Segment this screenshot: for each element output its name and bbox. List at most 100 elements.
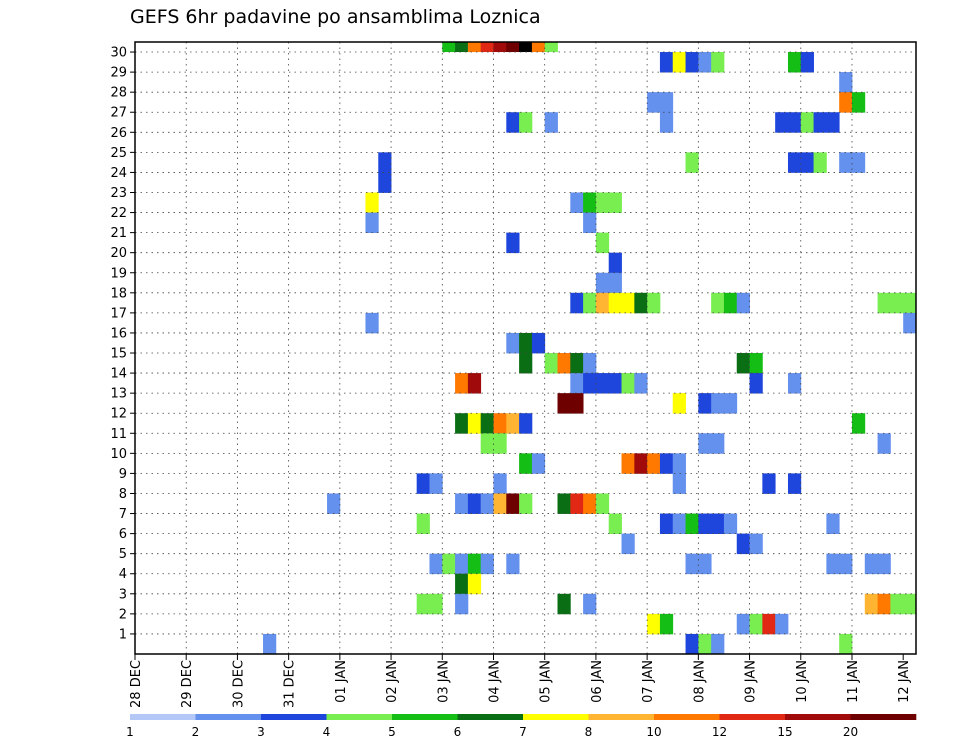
heatmap-cell	[672, 52, 686, 73]
legend-label: 20	[843, 725, 858, 739]
heatmap-cell	[787, 152, 802, 173]
legend-swatch	[326, 714, 393, 720]
heatmap-cell	[711, 292, 725, 314]
legend-label: 4	[323, 725, 331, 739]
chart-title: GEFS 6hr padavine po ansamblima Loznica	[130, 6, 541, 28]
x-tick-label: 02 JAN	[385, 660, 400, 703]
heatmap-cell	[519, 332, 533, 354]
heatmap-cell	[570, 353, 584, 374]
heatmap-cell	[903, 593, 917, 615]
heatmap-cell	[851, 152, 866, 173]
heatmap-cell	[775, 112, 789, 133]
x-tick-label: 12 JAN	[897, 660, 912, 703]
heatmap-cell	[736, 533, 750, 555]
heatmap-cell	[890, 292, 904, 314]
heatmap-cell	[621, 373, 635, 394]
heatmap-cell	[455, 573, 469, 595]
heatmap-cell	[787, 52, 802, 73]
heatmap-cell	[826, 513, 840, 535]
legend-label: 1	[126, 725, 134, 739]
y-tick-label: 19	[110, 266, 127, 281]
heatmap-cell	[467, 493, 482, 514]
y-tick-label: 16	[110, 326, 127, 341]
heatmap-cell	[455, 413, 469, 434]
y-tick-label: 28	[110, 86, 127, 101]
heatmap-cell	[672, 453, 686, 474]
heatmap-cell	[608, 513, 622, 535]
heatmap-cell	[378, 152, 392, 173]
heatmap-cell	[557, 493, 571, 514]
heatmap-cell	[711, 52, 725, 73]
x-tick-label: 30 DEC	[231, 660, 246, 708]
heatmap-cell	[672, 513, 686, 535]
y-tick-label: 26	[110, 126, 127, 141]
heatmap-cell	[455, 42, 469, 53]
heatmap-cell	[672, 393, 686, 414]
heatmap-cell	[736, 613, 750, 635]
heatmap-cell	[851, 92, 866, 113]
heatmap-cell	[583, 373, 597, 394]
x-tick-label: 04 JAN	[487, 660, 502, 703]
heatmap-cell	[519, 42, 533, 53]
heatmap-cell	[416, 473, 430, 494]
y-tick-label: 8	[119, 487, 127, 502]
heatmap-cell	[864, 553, 878, 575]
heatmap-cell	[429, 593, 443, 615]
heatmap-cell	[493, 433, 507, 454]
y-tick-label: 15	[110, 347, 127, 362]
heatmap-cell	[506, 232, 520, 254]
heatmap-cell	[698, 52, 712, 73]
heatmap-cell	[685, 553, 699, 575]
heatmap-cell	[519, 413, 533, 434]
y-tick-label: 25	[110, 146, 127, 161]
heatmap-cell	[659, 112, 674, 133]
heatmap-cell	[659, 513, 674, 535]
heatmap-cell	[327, 493, 341, 514]
legend-label: 5	[388, 725, 396, 739]
heatmap-cell	[455, 373, 469, 394]
y-tick-label: 30	[110, 46, 127, 61]
x-tick-label: 09 JAN	[744, 660, 759, 703]
heatmap-cell	[583, 192, 597, 213]
y-tick-label: 23	[110, 186, 127, 201]
heatmap-cell	[480, 42, 494, 53]
heatmap-cell	[595, 272, 610, 294]
y-tick-label: 7	[119, 507, 127, 522]
heatmap-cell	[775, 613, 789, 635]
y-tick-label: 3	[119, 587, 127, 602]
heatmap-cell	[736, 292, 750, 314]
heatmap-cell	[787, 473, 802, 494]
heatmap-cell	[877, 593, 891, 615]
heatmap-cell	[698, 513, 712, 535]
y-tick-label: 21	[110, 226, 127, 241]
x-tick-label: 31 DEC	[283, 660, 298, 708]
heatmap-cell	[519, 353, 533, 374]
heatmap-cell	[416, 593, 430, 615]
y-tick-label: 1	[119, 627, 127, 642]
heatmap-cell	[531, 332, 546, 354]
heatmap-cell	[506, 42, 520, 53]
y-tick-label: 2	[119, 607, 127, 622]
heatmap-cell	[263, 633, 277, 655]
heatmap-cell	[467, 553, 482, 575]
heatmap-cell	[608, 192, 622, 213]
heatmap-cell	[621, 533, 635, 555]
heatmap-cell	[442, 42, 456, 53]
heatmap-cell	[762, 613, 776, 635]
x-tick-label: 01 JAN	[334, 660, 349, 703]
x-tick-label: 11 JAN	[846, 660, 861, 703]
legend-swatch	[195, 714, 262, 720]
y-tick-label: 13	[110, 387, 127, 402]
heatmap-cell	[480, 413, 494, 434]
y-tick-label: 20	[110, 246, 127, 261]
heatmap-cell	[839, 72, 853, 93]
heatmap-cell	[711, 633, 725, 655]
y-tick-label: 10	[110, 447, 127, 462]
y-tick-label: 29	[110, 66, 127, 81]
heatmap-cell	[877, 292, 891, 314]
heatmap-cell	[685, 152, 699, 173]
legend-swatch	[654, 714, 720, 720]
heatmap-cell	[583, 493, 597, 514]
legend-label: 12	[712, 725, 727, 739]
heatmap-cell	[595, 493, 610, 514]
